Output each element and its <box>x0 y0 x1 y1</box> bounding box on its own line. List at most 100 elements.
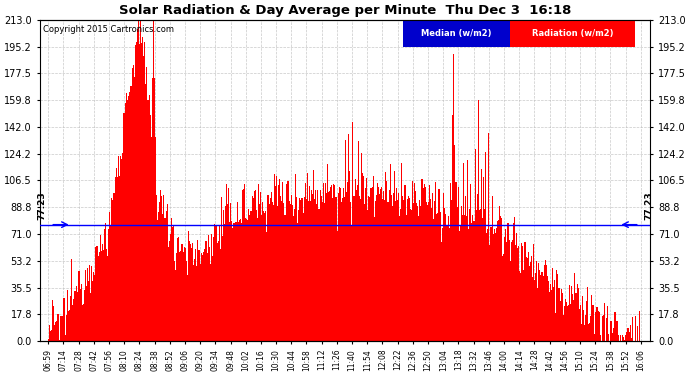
Bar <box>511 242 512 341</box>
Bar <box>55 322 56 341</box>
Bar <box>438 189 440 341</box>
Bar <box>452 115 453 341</box>
Bar <box>277 207 278 341</box>
Bar <box>499 206 500 341</box>
Bar <box>560 289 562 341</box>
Bar <box>384 200 385 341</box>
Bar <box>413 203 414 341</box>
Bar <box>507 224 509 341</box>
Bar <box>571 286 572 341</box>
Bar <box>329 191 330 341</box>
Bar <box>615 321 617 341</box>
Bar <box>326 194 327 341</box>
Bar <box>48 339 49 341</box>
Bar <box>402 196 404 341</box>
Bar <box>418 216 420 341</box>
Bar <box>471 223 473 341</box>
Bar <box>310 201 311 341</box>
Bar <box>357 141 359 341</box>
Bar <box>67 290 68 341</box>
Bar <box>119 176 120 341</box>
Bar <box>227 204 228 341</box>
Bar <box>130 86 132 341</box>
Bar <box>442 228 443 341</box>
Bar <box>86 286 87 341</box>
Bar <box>388 190 390 341</box>
Bar <box>312 194 313 341</box>
Bar <box>154 78 155 341</box>
Bar <box>57 314 58 341</box>
Bar <box>394 171 395 341</box>
Bar <box>246 219 247 341</box>
Bar <box>477 100 479 341</box>
Bar <box>158 213 159 341</box>
Bar <box>164 218 166 341</box>
Bar <box>603 315 604 341</box>
Bar <box>501 218 502 341</box>
Text: 77.23: 77.23 <box>644 192 653 220</box>
Bar <box>553 287 554 341</box>
Bar <box>109 212 110 341</box>
Bar <box>465 196 466 341</box>
Bar <box>444 208 445 341</box>
Bar <box>373 176 374 341</box>
Bar <box>624 340 625 341</box>
Bar <box>241 223 242 341</box>
Bar <box>544 260 546 341</box>
Bar <box>345 140 346 341</box>
Bar <box>353 196 355 341</box>
Bar <box>399 216 400 341</box>
Bar <box>566 302 567 341</box>
Bar <box>83 290 85 341</box>
Bar <box>290 204 291 341</box>
Bar <box>177 238 178 341</box>
Bar <box>51 330 52 341</box>
Bar <box>184 247 185 341</box>
Text: 77.23: 77.23 <box>37 192 46 220</box>
Bar <box>242 190 243 341</box>
Bar <box>467 160 469 341</box>
Bar <box>550 284 551 341</box>
Bar <box>188 231 189 341</box>
Bar <box>622 334 623 341</box>
Bar <box>293 216 294 341</box>
Bar <box>383 190 384 341</box>
Bar <box>325 183 326 341</box>
Bar <box>583 310 584 341</box>
Bar <box>176 253 177 341</box>
Bar <box>411 210 412 341</box>
Bar <box>183 252 184 341</box>
Bar <box>463 163 464 341</box>
Bar <box>187 275 188 341</box>
Bar <box>108 229 109 341</box>
Bar <box>443 193 444 341</box>
Bar <box>390 164 391 341</box>
Bar <box>410 209 411 341</box>
Bar <box>562 293 563 341</box>
Bar <box>599 312 600 341</box>
Bar <box>300 200 302 341</box>
Bar <box>233 223 235 341</box>
Bar <box>585 315 586 341</box>
Bar <box>244 184 245 341</box>
Bar <box>120 156 121 341</box>
Bar <box>363 176 364 341</box>
Bar <box>555 313 556 341</box>
Bar <box>522 246 524 341</box>
Bar <box>558 288 560 341</box>
Bar <box>573 300 574 341</box>
Bar <box>427 205 428 341</box>
Bar <box>195 249 197 341</box>
Bar <box>229 222 230 341</box>
Bar <box>138 20 139 341</box>
Bar <box>504 237 505 341</box>
Bar <box>171 218 172 341</box>
Bar <box>132 65 134 341</box>
Bar <box>451 200 452 341</box>
Bar <box>381 187 382 341</box>
Bar <box>139 44 140 341</box>
Bar <box>598 311 599 341</box>
Bar <box>249 215 250 341</box>
Bar <box>330 188 331 341</box>
Bar <box>359 196 360 341</box>
